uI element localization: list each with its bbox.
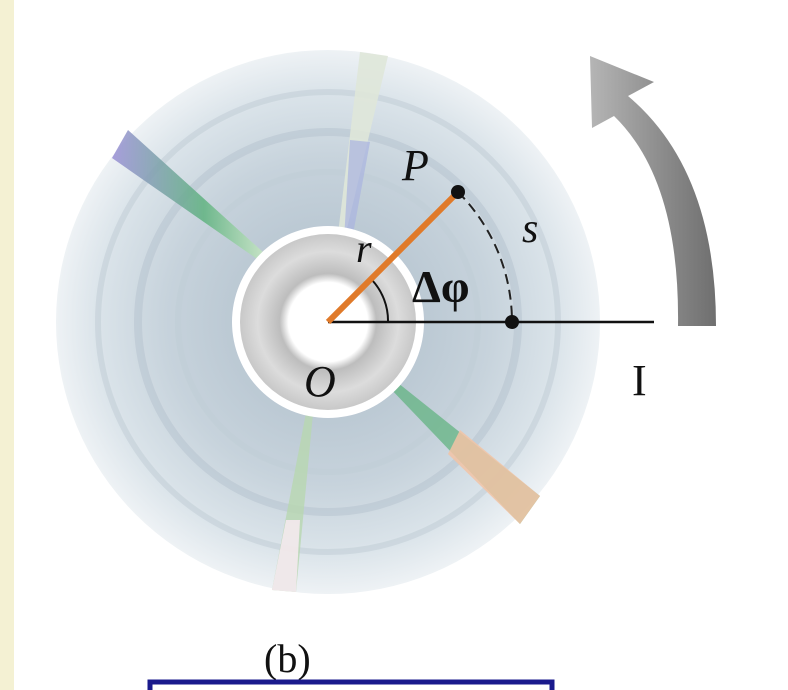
point-start-dot bbox=[505, 315, 519, 329]
faint-artifact: I bbox=[632, 356, 647, 405]
arc-length-path bbox=[457, 191, 513, 323]
label-r: r bbox=[356, 226, 372, 271]
curved-arrow-counterclockwise-icon bbox=[590, 56, 716, 326]
radius-line bbox=[325, 189, 461, 325]
label-delta-phi: Δφ bbox=[412, 261, 470, 312]
figure-caption: (b) bbox=[264, 636, 311, 681]
left-decor-strip bbox=[0, 0, 14, 690]
angle-arc bbox=[371, 279, 390, 323]
caption-frame-box bbox=[147, 679, 555, 690]
label-s: s bbox=[522, 206, 538, 252]
point-p-dot bbox=[451, 185, 465, 199]
label-o: O bbox=[304, 357, 336, 406]
label-p: P bbox=[401, 141, 429, 190]
